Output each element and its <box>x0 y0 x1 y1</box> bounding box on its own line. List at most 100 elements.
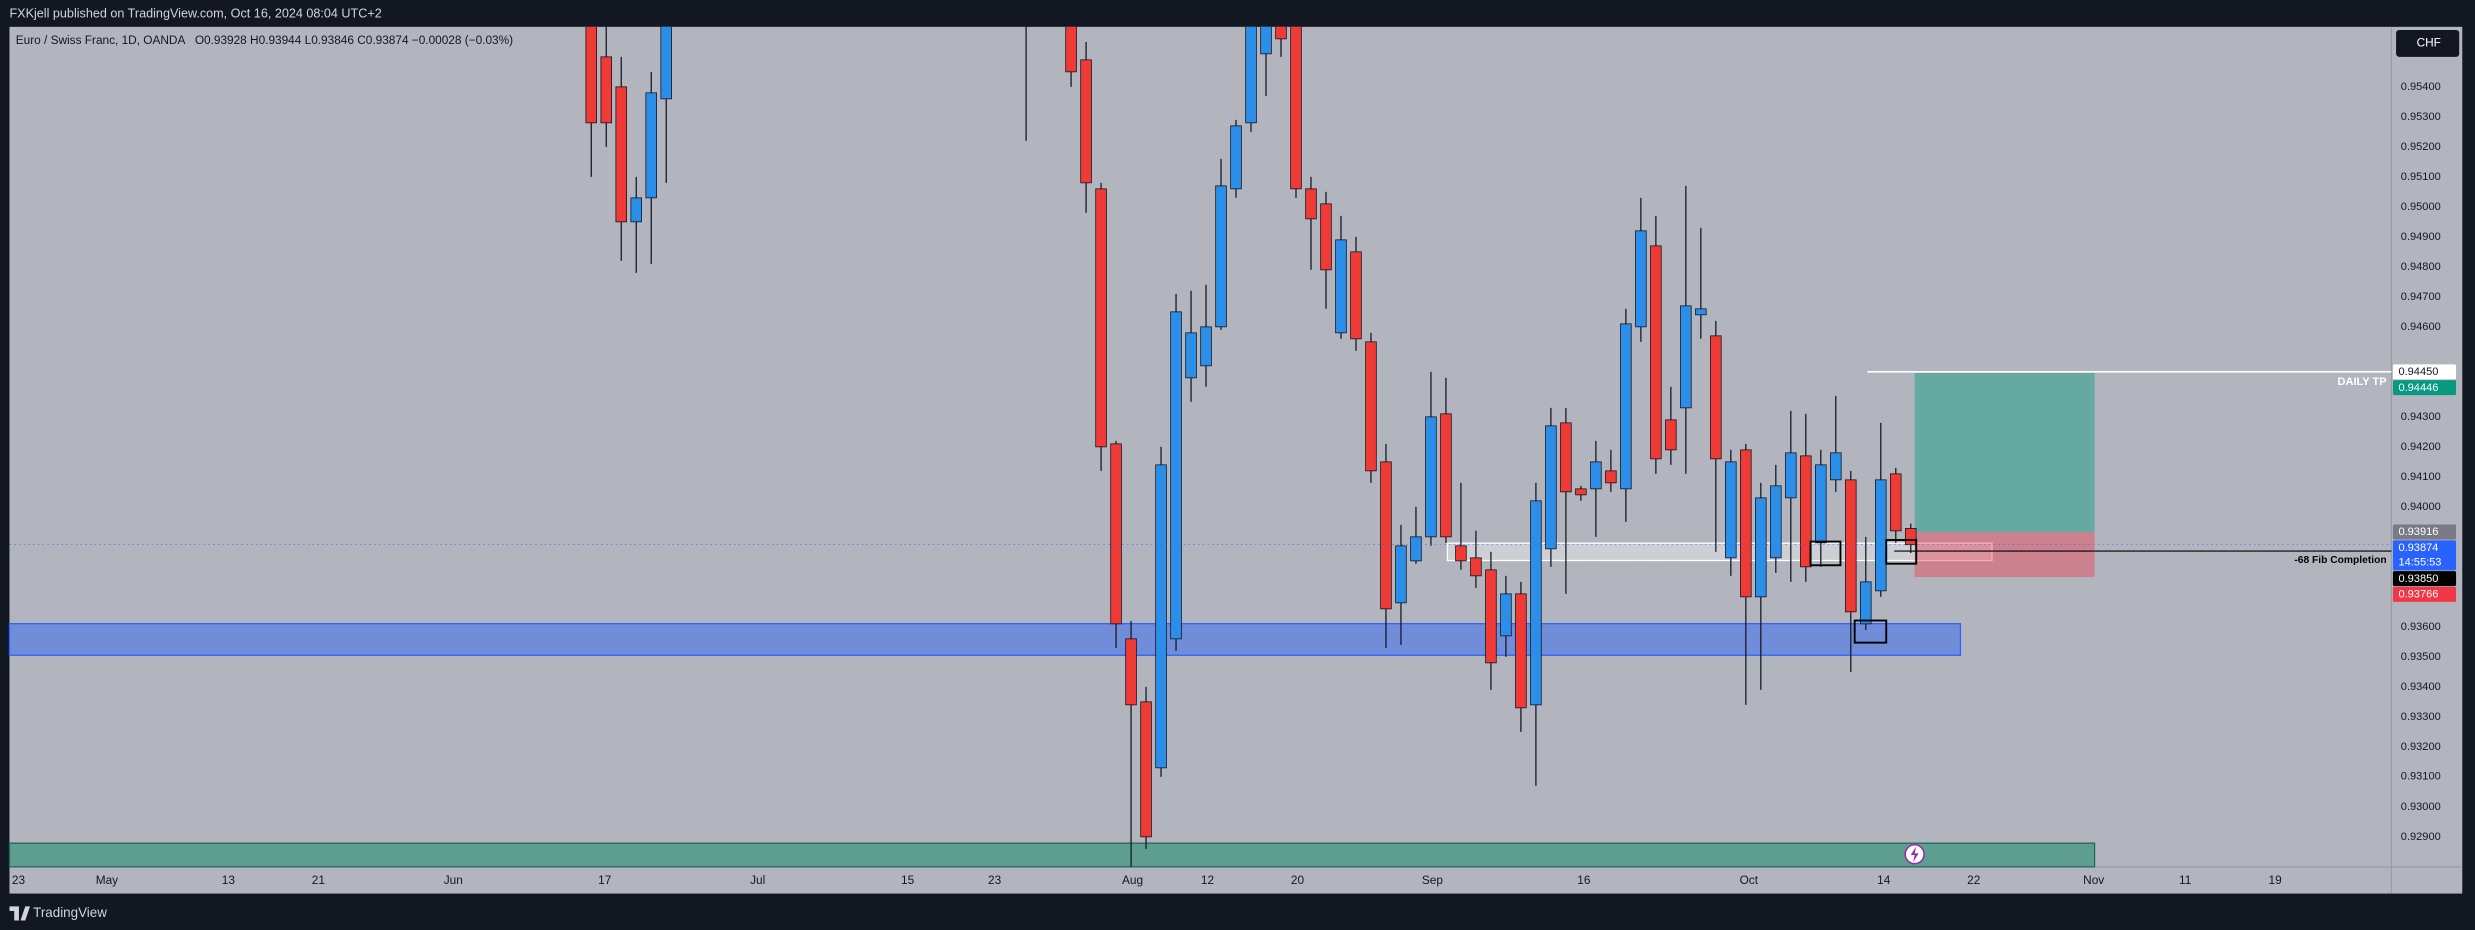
y-tick-label: 0.95100 <box>2401 171 2441 183</box>
candle-body <box>1110 443 1122 625</box>
candle-body <box>1575 488 1587 496</box>
candle-body <box>1800 455 1812 568</box>
candles <box>585 26 1917 867</box>
x-tick-label: Sep <box>1422 873 1443 887</box>
position-tool <box>1914 373 2095 578</box>
candle-body <box>1515 593 1527 709</box>
overlay: DAILY TP -68 Fib Completion <box>9 371 2392 865</box>
candle-body <box>1785 452 1797 499</box>
candle-body <box>1185 332 1197 379</box>
x-tick-label: 16 <box>1577 873 1591 887</box>
candle-body <box>1860 581 1872 625</box>
price-tag <box>2392 540 2457 571</box>
candle-body <box>1530 500 1542 706</box>
price-tag <box>2392 571 2457 587</box>
x-tick-label: 11 <box>2179 873 2191 887</box>
candle-body <box>1620 323 1632 490</box>
price-tag <box>2392 524 2457 540</box>
price-tag-label: 0.93766 <box>2398 589 2438 601</box>
x-tick-label: 14 <box>1877 873 1891 887</box>
y-tick-label: 0.94600 <box>2401 321 2441 333</box>
candle-body <box>660 26 672 100</box>
marker-box <box>1809 540 1842 567</box>
y-tick-label: 0.94200 <box>2401 441 2441 453</box>
price-tag-label: 0.94446 <box>2398 382 2438 394</box>
x-tick-label: 19 <box>2269 873 2283 887</box>
price-tag <box>2392 586 2457 602</box>
candle-body <box>1095 188 1107 448</box>
candle-body <box>1590 461 1602 490</box>
candle-body <box>585 26 598 124</box>
candle-body <box>1140 701 1152 838</box>
candle-body <box>1680 305 1692 409</box>
candle-body <box>1155 464 1167 769</box>
publisher: FXKjell published on TradingView.com, Oc… <box>9 7 381 21</box>
candle-body <box>1890 473 1902 532</box>
chart-title: Euro / Swiss Franc, 1D, OANDA O0.93928 H0… <box>16 33 513 47</box>
candle-body <box>1335 239 1347 334</box>
x-tick-label: Oct <box>1740 873 1759 887</box>
currency-button[interactable] <box>2396 30 2460 57</box>
currency: CHF <box>2417 36 2441 50</box>
candle-body <box>630 197 643 223</box>
event-icon-bolt <box>1910 846 1919 863</box>
candle-body <box>1695 308 1707 316</box>
x-tick-label: Jun <box>444 873 463 887</box>
zones <box>8 542 2096 868</box>
x-tick-label: 20 <box>1291 873 1305 887</box>
price-tag-label: 0.93916 <box>2398 526 2438 538</box>
candle-body <box>1605 470 1617 484</box>
candle-body <box>1170 311 1182 640</box>
candle-body <box>1065 26 1077 73</box>
candle-body <box>600 56 613 124</box>
x-tick-label: May <box>96 873 118 887</box>
frame-edge <box>2462 26 2475 894</box>
candle-body <box>1230 125 1242 190</box>
candle-body <box>1425 416 1437 538</box>
price-tag <box>2392 380 2457 396</box>
y-tick-label: 0.93100 <box>2401 771 2441 783</box>
candle-body <box>1275 26 1287 40</box>
annotation: -68 Fib Completion <box>2294 555 2386 566</box>
x-tick-label: 12 <box>1201 873 1214 887</box>
y-tick-label: 0.95200 <box>2401 141 2441 153</box>
symbol: Euro / Swiss Franc, 1D, OANDA <box>16 33 186 47</box>
candle-body <box>1770 485 1782 559</box>
y-tick-label: 0.92900 <box>2401 831 2441 843</box>
x-tick-label: 22 <box>1967 873 1980 887</box>
x-tick-label: 21 <box>312 873 325 887</box>
candle-body <box>1725 461 1737 559</box>
y-tick-label: 0.94300 <box>2401 411 2441 423</box>
candle-body <box>1635 230 1647 328</box>
demand-zone <box>8 623 1962 656</box>
brand: TradingView <box>33 905 107 920</box>
y-tick-label: 0.94900 <box>2401 231 2441 243</box>
x-tick-label: 15 <box>901 873 915 887</box>
candle-body <box>1455 545 1467 562</box>
candle-body <box>1740 449 1752 598</box>
y-tick-label: 0.95300 <box>2401 111 2441 123</box>
price-tag-label: 0.94450 <box>2398 366 2438 378</box>
candle-body <box>1365 341 1377 472</box>
candle-body <box>1545 425 1557 550</box>
x-tick-label: 17 <box>598 873 611 887</box>
y-tick-label: 0.95000 <box>2401 201 2441 213</box>
candle-body <box>1080 59 1092 184</box>
x-tick-label: Nov <box>2083 873 2104 887</box>
candle-body <box>1245 26 1257 124</box>
y-tick-label: 0.93300 <box>2401 711 2441 723</box>
candle-body <box>1380 461 1392 610</box>
candle-body <box>1125 638 1137 706</box>
candle-body <box>1875 479 1887 592</box>
y-tick-label: 0.94100 <box>2401 471 2441 483</box>
price-tag-label: 0.93874 <box>2398 542 2438 554</box>
x-tick-label: 23 <box>988 873 1002 887</box>
candle-body <box>1260 26 1272 55</box>
take-profit-area <box>1914 373 2095 533</box>
price-tag <box>2392 364 2457 380</box>
candle-body <box>1200 326 1212 367</box>
marker-box <box>1853 619 1888 644</box>
candle-body <box>1440 413 1452 538</box>
candle-body <box>1320 203 1332 271</box>
